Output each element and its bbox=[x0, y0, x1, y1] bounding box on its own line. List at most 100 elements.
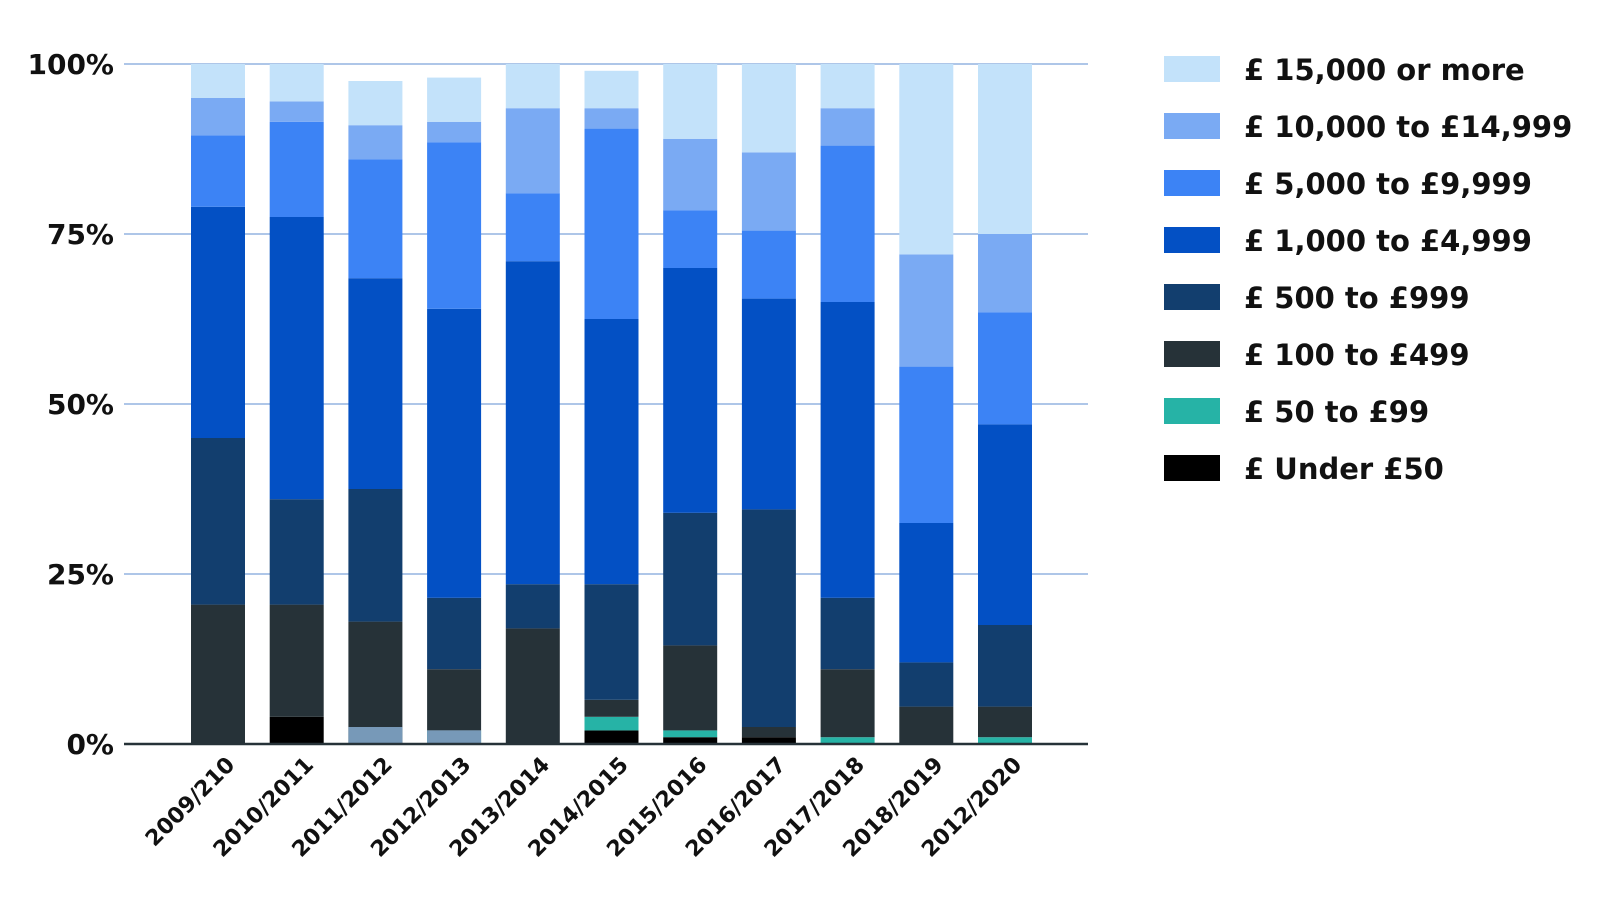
bar-segment bbox=[584, 584, 639, 700]
bar-segment bbox=[505, 193, 560, 262]
legend-item: £ 5,000 to £9,999 bbox=[1164, 167, 1532, 201]
legend-swatch bbox=[1164, 455, 1220, 481]
bar-segment bbox=[820, 737, 875, 744]
bar-segment bbox=[348, 81, 403, 126]
legend-item: £ 100 to £499 bbox=[1164, 338, 1470, 372]
bar-segment bbox=[741, 64, 796, 153]
bar-stack bbox=[427, 77, 482, 744]
bar-segment bbox=[663, 210, 718, 268]
bar-segment bbox=[663, 737, 718, 744]
legend-item: £ 10,000 to £14,999 bbox=[1164, 110, 1572, 144]
bar-stack bbox=[348, 81, 403, 744]
legend: £ 15,000 or more £ 10,000 to £14,999 £ 5,0… bbox=[1164, 53, 1572, 486]
bar-segment bbox=[663, 64, 718, 139]
bar-segment bbox=[427, 121, 482, 143]
bar-segment bbox=[348, 125, 403, 160]
bar-segment bbox=[978, 424, 1032, 625]
bar-segment bbox=[820, 64, 875, 109]
bar-segment bbox=[978, 706, 1032, 738]
bar-segment bbox=[899, 523, 954, 663]
bar-segment bbox=[978, 625, 1032, 707]
legend-swatch bbox=[1164, 113, 1220, 139]
bar-segment bbox=[978, 64, 1032, 234]
bar-segment bbox=[191, 206, 245, 438]
bar-segment bbox=[348, 278, 403, 489]
bar-segment bbox=[978, 312, 1032, 425]
bar-segment bbox=[978, 234, 1032, 313]
y-tick-label: 50% bbox=[47, 388, 114, 421]
y-tick-label: 0% bbox=[66, 728, 114, 761]
bar-segment bbox=[584, 108, 639, 129]
legend-swatch bbox=[1164, 284, 1220, 310]
legend-item: £ 15,000 or more bbox=[1164, 53, 1525, 87]
y-tick-label: 75% bbox=[47, 218, 114, 251]
bar-segment bbox=[820, 145, 875, 302]
legend-item: £ 50 to £99 bbox=[1164, 395, 1429, 429]
bar-segment bbox=[191, 438, 245, 605]
legend-swatch bbox=[1164, 341, 1220, 367]
legend-label: £ Under £50 bbox=[1244, 452, 1444, 486]
bar-segment bbox=[269, 64, 324, 102]
y-axis-tick-labels: 0% 25% 50% 75% 100% bbox=[27, 48, 114, 761]
bar-segment bbox=[348, 489, 403, 622]
bar-segment bbox=[269, 604, 324, 717]
bar-segment bbox=[899, 706, 954, 744]
legend-item: £ 1,000 to £4,999 bbox=[1164, 224, 1532, 258]
bar-segment bbox=[584, 319, 639, 585]
bar-segment bbox=[505, 64, 560, 109]
bar-segment bbox=[663, 645, 718, 731]
bar-segment bbox=[899, 64, 954, 255]
legend-swatch bbox=[1164, 398, 1220, 424]
bar-segment bbox=[427, 730, 482, 744]
bar-segment bbox=[427, 669, 482, 731]
bar-segment bbox=[741, 727, 796, 738]
bar-segment bbox=[427, 142, 482, 309]
bar-segment bbox=[427, 308, 482, 598]
bar-segment bbox=[663, 138, 718, 211]
y-tick-label: 100% bbox=[27, 48, 114, 81]
bar-segment bbox=[741, 509, 796, 727]
bar-segment bbox=[820, 669, 875, 738]
legend-label: £ 500 to £999 bbox=[1244, 281, 1470, 315]
legend-label: £ 10,000 to £14,999 bbox=[1244, 110, 1572, 144]
bar-segment bbox=[741, 152, 796, 231]
bar-segment bbox=[899, 662, 954, 707]
legend-label: £ 100 to £499 bbox=[1244, 338, 1470, 372]
bar-segment bbox=[584, 730, 639, 744]
bar-segment bbox=[820, 597, 875, 670]
bar-segment bbox=[663, 730, 718, 738]
bar-segment bbox=[191, 98, 245, 136]
legend-swatch bbox=[1164, 56, 1220, 82]
bar-segment bbox=[269, 499, 324, 605]
bar-stack bbox=[584, 70, 639, 744]
bar-segment bbox=[820, 108, 875, 146]
bar-segment bbox=[269, 217, 324, 500]
bar-segment bbox=[505, 584, 560, 629]
bar-segment bbox=[505, 628, 560, 744]
bar-stack bbox=[741, 64, 796, 744]
bar-segment bbox=[505, 108, 560, 194]
bar-segment bbox=[191, 604, 245, 744]
bar-segment bbox=[427, 77, 482, 122]
bar-segment bbox=[348, 727, 403, 744]
legend-item: £ Under £50 bbox=[1164, 452, 1444, 486]
bar-segment bbox=[584, 128, 639, 319]
bar-segment bbox=[899, 366, 954, 523]
legend-label: £ 50 to £99 bbox=[1244, 395, 1429, 429]
bar-stack bbox=[820, 64, 875, 744]
bar-stack bbox=[978, 64, 1032, 744]
bar-segment bbox=[584, 70, 639, 109]
bar-segment bbox=[348, 159, 403, 279]
bar-segment bbox=[978, 737, 1032, 744]
bar-stack bbox=[663, 64, 718, 744]
bar-segment bbox=[584, 699, 639, 717]
bar-segment bbox=[269, 101, 324, 122]
bar-segment bbox=[663, 268, 718, 513]
bar-segment bbox=[820, 302, 875, 598]
bar-segment bbox=[427, 597, 482, 670]
bar-segment bbox=[505, 261, 560, 585]
bar-segment bbox=[741, 230, 796, 299]
bar-segment bbox=[269, 716, 324, 744]
x-axis-tick-labels: 2009/2102010/20112011/20122012/20132013/… bbox=[141, 753, 1027, 863]
